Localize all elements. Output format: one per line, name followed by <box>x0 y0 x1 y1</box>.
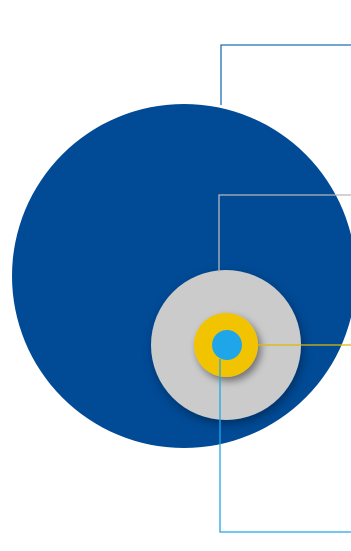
core-dot <box>212 330 242 360</box>
leader-line-middle <box>218 194 351 272</box>
leader-line-outer <box>220 44 351 105</box>
leader-line-core <box>219 359 351 533</box>
